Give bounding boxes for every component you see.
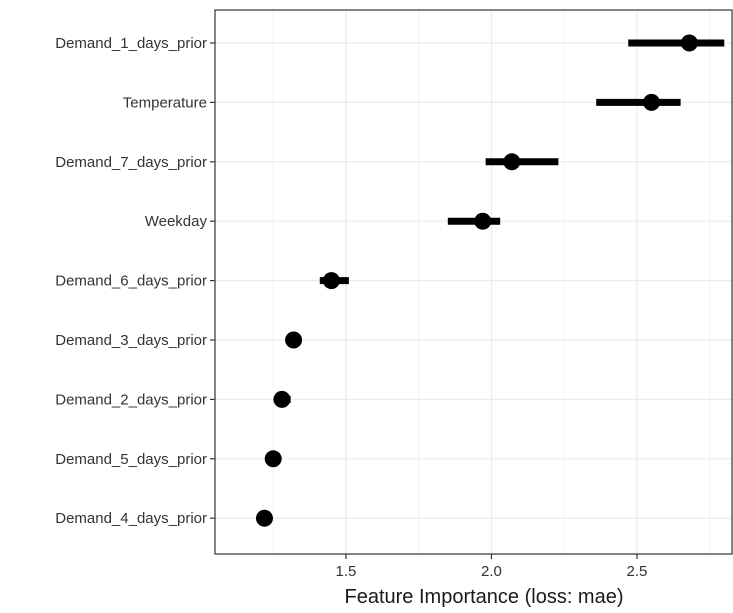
importance-point (643, 93, 661, 111)
importance-point (322, 272, 340, 290)
y-tick-label: Demand_7_days_prior (55, 154, 207, 171)
y-tick-label: Demand_5_days_prior (55, 451, 207, 468)
y-tick-label: Temperature (123, 94, 207, 111)
major-gridlines (215, 10, 733, 554)
importance-point (680, 34, 698, 52)
importance-point (264, 450, 282, 468)
importance-points (255, 34, 698, 527)
importance-point (255, 509, 273, 527)
y-tick-label: Demand_6_days_prior (55, 273, 207, 290)
x-tick-label: 2.5 (627, 563, 648, 580)
y-tick-label: Demand_1_days_prior (55, 35, 207, 52)
y-tick-label: Demand_2_days_prior (55, 391, 207, 408)
panel-border (214, 9, 733, 555)
y-tick-label: Demand_4_days_prior (55, 510, 207, 527)
importance-point (503, 153, 521, 171)
x-axis: 1.5 2.0 2.5 (336, 554, 648, 580)
x-tick-label: 1.5 (336, 563, 357, 580)
x-axis-title: Feature Importance (loss: mae) (345, 586, 624, 608)
importance-point (285, 331, 303, 349)
y-axis: Demand_1_days_prior Temperature Demand_7_d… (55, 35, 215, 527)
x-tick-label: 2.0 (481, 563, 502, 580)
y-tick-label: Weekday (145, 213, 208, 230)
importance-point (474, 212, 492, 230)
y-tick-label: Demand_3_days_prior (55, 332, 207, 349)
importance-point (273, 390, 291, 408)
